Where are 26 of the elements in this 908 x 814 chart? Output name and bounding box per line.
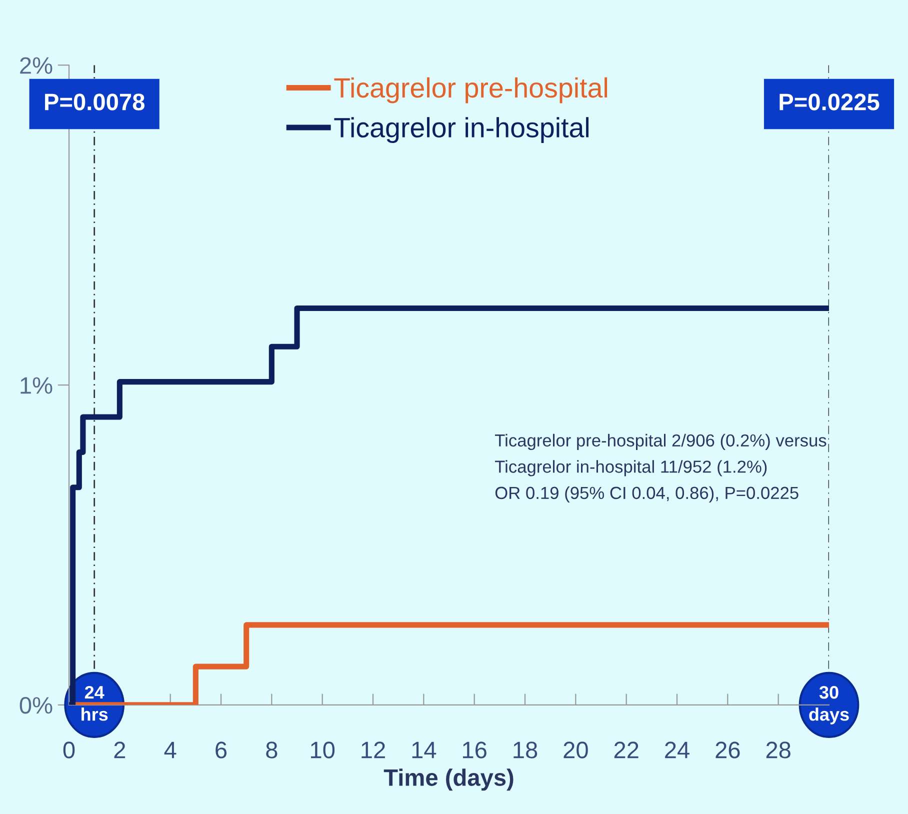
x-tick-label: 20 — [564, 742, 588, 758]
x-tick-label: 24 — [665, 742, 690, 758]
x-axis-title: Time (days) — [384, 768, 514, 791]
annotation: P=0.0078 — [45, 94, 144, 110]
legend-label: Ticagrelor in-hospital — [334, 117, 589, 143]
x-tick-label: 10 — [311, 742, 335, 758]
legend-label: Ticagrelor pre-hospital — [334, 77, 608, 104]
y-tick-label: 1% — [20, 377, 52, 394]
x-tick-label: 28 — [766, 742, 790, 758]
annotation: 24 hrs — [82, 686, 108, 721]
x-tick-label: 0 — [63, 742, 75, 758]
x-tick-label: 4 — [164, 742, 176, 758]
x-tick-label: 14 — [412, 742, 436, 758]
y-tick-label: 2% — [20, 57, 52, 74]
annotation: Ticagrelor pre-hospital 2/906 (0.2%) versus Ticagrelor in-hospital 11/952 (1.2%) OR 0.19 (95% CI 0.04, 0.86), P=0.0225 — [494, 434, 826, 503]
annotation: 30 days — [809, 686, 849, 724]
x-tick-label: 18 — [514, 742, 538, 758]
x-tick-label: 8 — [266, 742, 278, 758]
x-tick-label: 26 — [716, 742, 740, 758]
x-tick-label: 12 — [362, 742, 385, 758]
x-tick-label: 2 — [114, 742, 126, 758]
x-tick-label: 6 — [216, 742, 227, 758]
y-tick-label: 0% — [20, 696, 52, 714]
x-tick-label: 22 — [614, 742, 638, 758]
x-tick-label: 16 — [463, 742, 486, 758]
annotation: P=0.0225 — [780, 94, 880, 110]
